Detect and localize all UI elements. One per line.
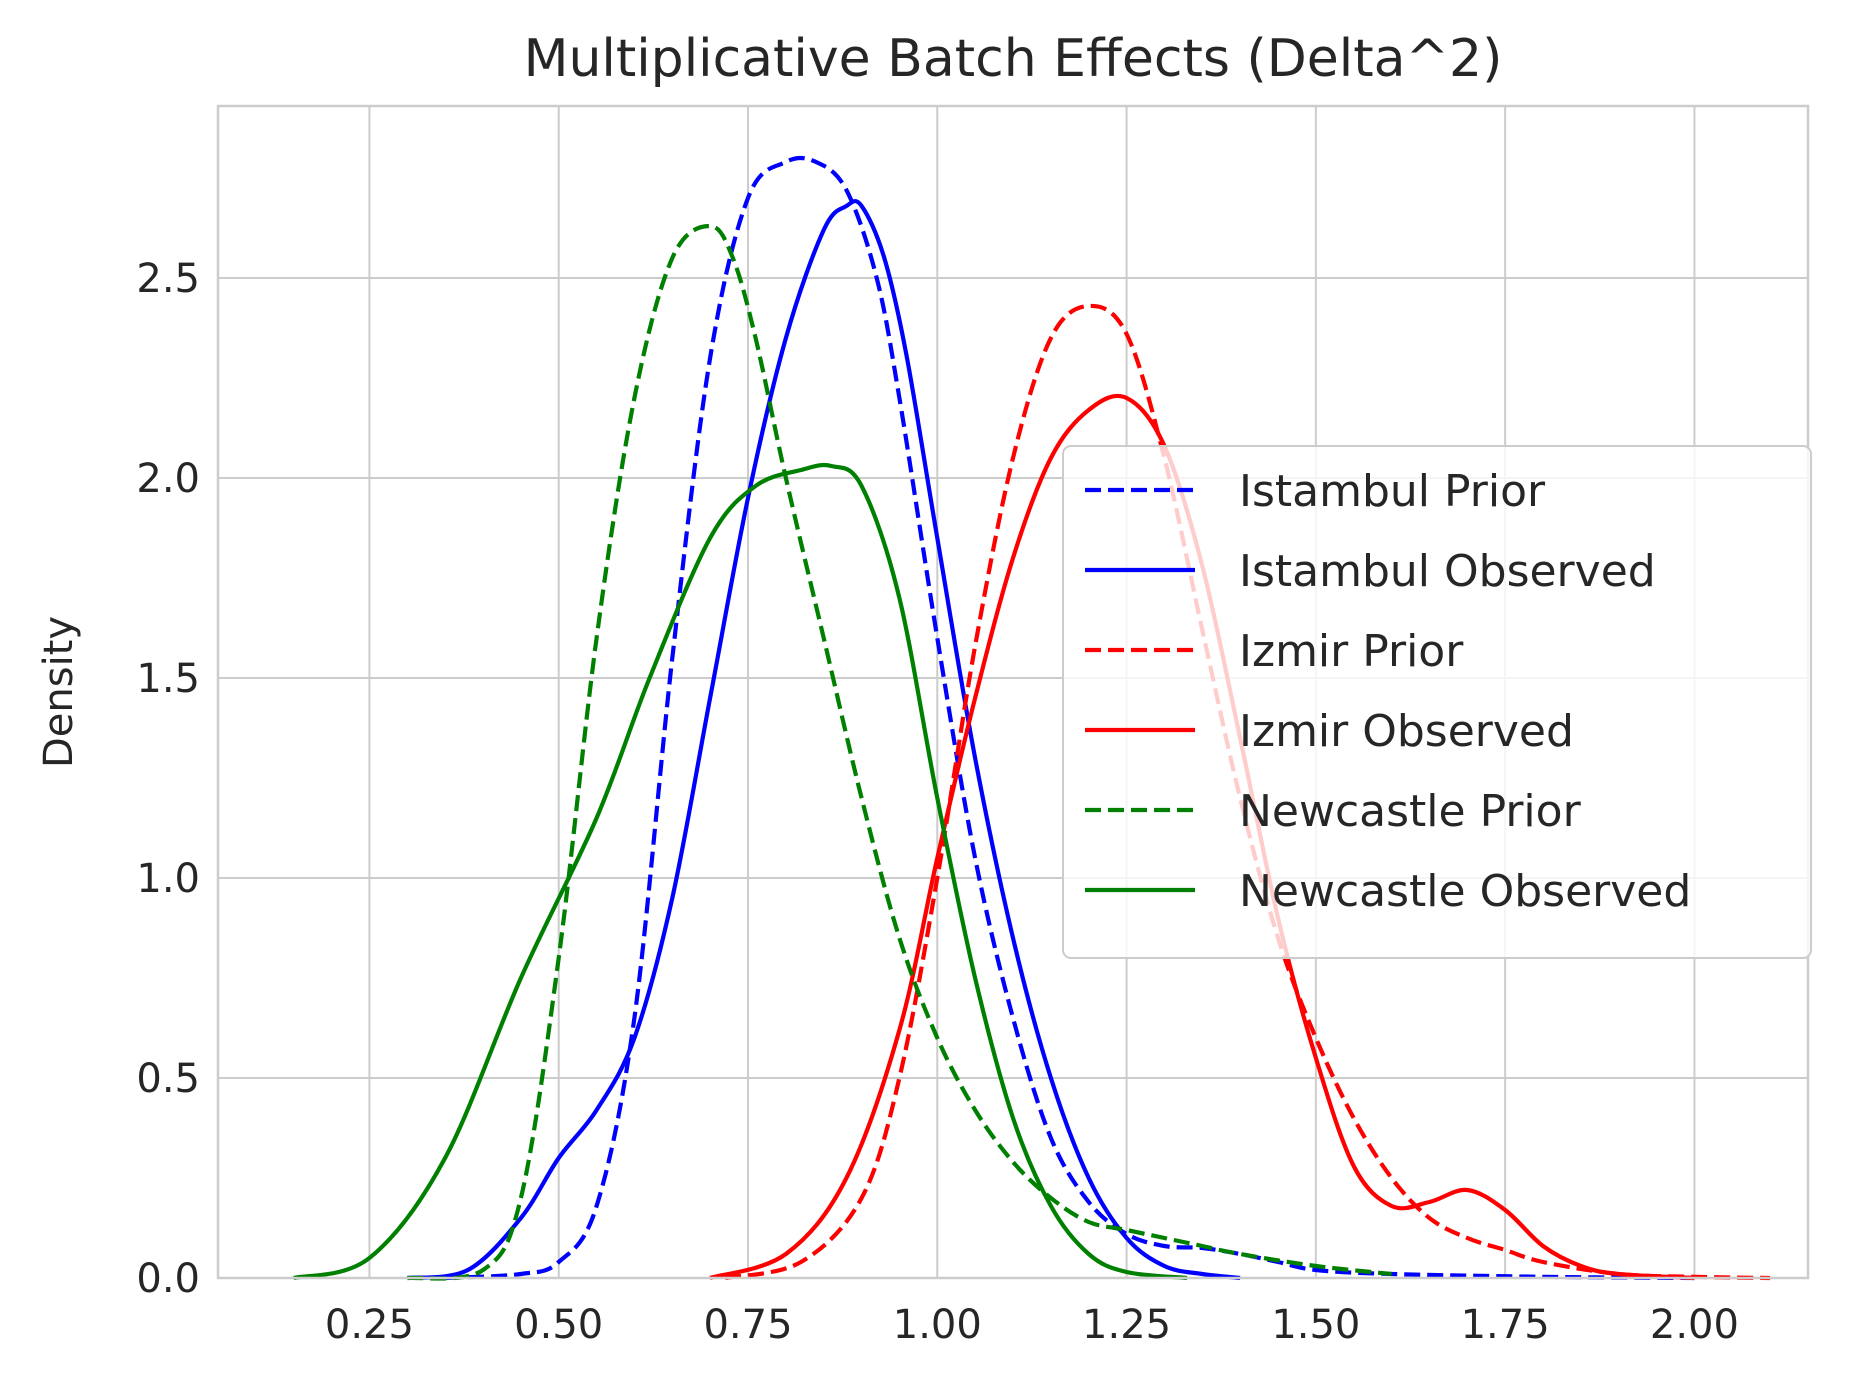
- legend-label-istambul-observed: Istambul Observed: [1239, 546, 1656, 597]
- chart-title: Multiplicative Batch Effects (Delta^2): [524, 29, 1503, 89]
- y-tick-label: 0.5: [136, 1056, 200, 1102]
- y-axis-label: Density: [36, 616, 82, 768]
- x-tick-label: 1.00: [893, 1302, 982, 1348]
- legend-label-izmir-observed: Izmir Observed: [1239, 706, 1574, 757]
- x-tick-label: 0.50: [514, 1302, 603, 1348]
- y-tick-label: 2.0: [136, 456, 200, 502]
- y-tick-label: 1.0: [136, 856, 200, 902]
- x-axis: 0.25 0.50 0.75 1.00 1.25 1.50 1.75 2.00: [325, 1302, 1739, 1348]
- x-tick-label: 1.50: [1271, 1302, 1360, 1348]
- series-line-newcastle-prior: [407, 223, 1392, 1281]
- legend-label-istambul-prior: Istambul Prior: [1239, 466, 1546, 517]
- legend-label-newcastle-prior: Newcastle Prior: [1239, 786, 1582, 837]
- y-tick-label: 1.5: [136, 656, 200, 702]
- legend-label-izmir-prior: Izmir Prior: [1239, 626, 1464, 677]
- legend-label-newcastle-observed: Newcastle Observed: [1239, 866, 1691, 917]
- x-tick-label: 1.75: [1461, 1302, 1550, 1348]
- x-tick-label: 2.00: [1650, 1302, 1739, 1348]
- x-tick-label: 0.75: [703, 1302, 792, 1348]
- legend-box: [1062, 445, 1812, 959]
- y-tick-label: 0.0: [136, 1256, 200, 1302]
- series-line-newcastle-observed: [293, 462, 1188, 1281]
- x-tick-label: 0.25: [325, 1302, 414, 1348]
- legend: Istambul Prior Istambul Observed Izmir Pri…: [1062, 445, 1812, 959]
- series-line-istambul-observed: [407, 199, 1241, 1281]
- x-tick-label: 1.25: [1082, 1302, 1171, 1348]
- series-line-istambul-prior: [444, 155, 1695, 1281]
- y-axis: 0.0 0.5 1.0 1.5 2.0 2.5: [136, 256, 200, 1302]
- y-tick-label: 2.5: [136, 256, 200, 302]
